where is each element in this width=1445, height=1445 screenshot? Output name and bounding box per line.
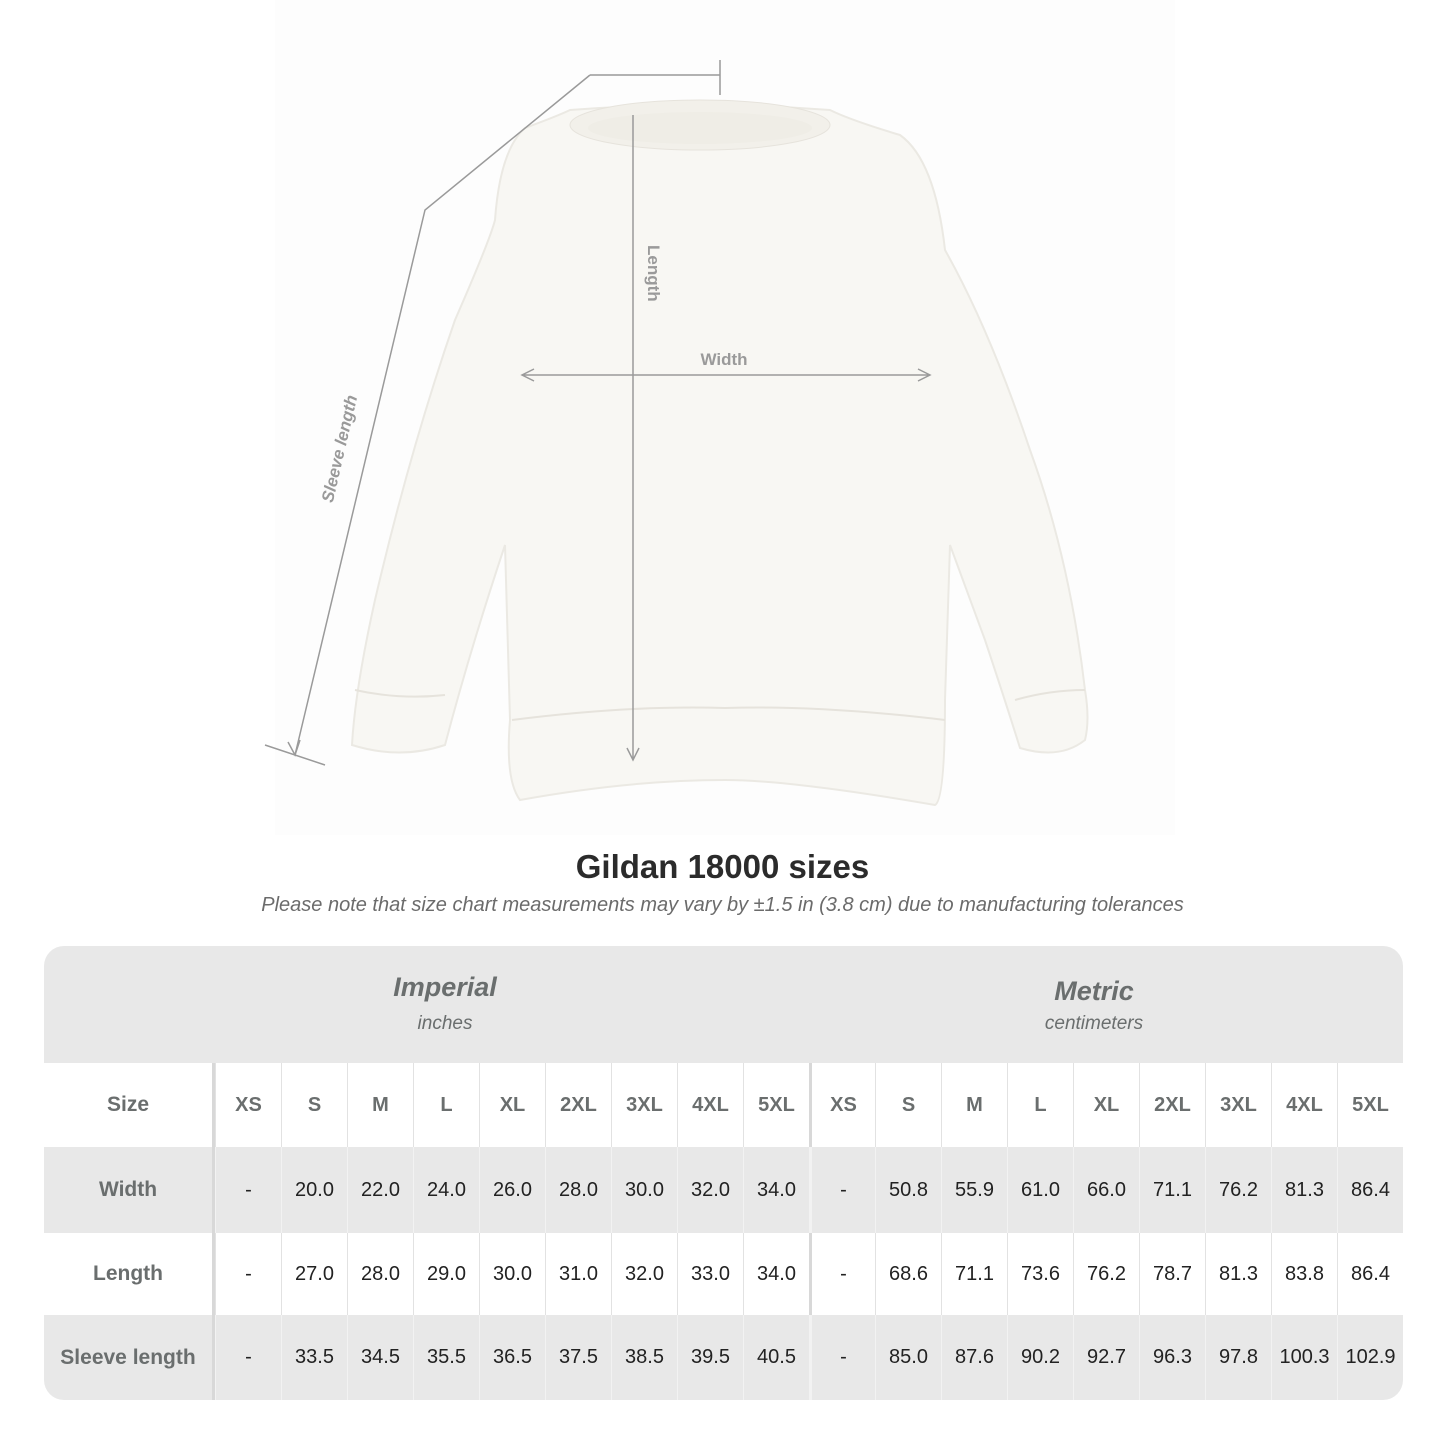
- imperial-title: Imperial: [393, 972, 497, 1002]
- size-table: Imperial inches Metric centimeters Size X…: [44, 946, 1403, 1400]
- value-cell: 33.0: [677, 1233, 743, 1315]
- row-label: Length: [44, 1233, 215, 1315]
- metric-header: Metric centimeters: [864, 976, 1324, 1035]
- value-cell: 30.0: [611, 1147, 677, 1233]
- value-cell: 90.2: [1007, 1315, 1073, 1400]
- value-cell: 32.0: [611, 1233, 677, 1315]
- value-cell: 71.1: [1139, 1147, 1205, 1233]
- size-header-cell: S: [875, 1063, 941, 1147]
- value-cell: 39.5: [677, 1315, 743, 1400]
- size-header-cell: 4XL: [677, 1063, 743, 1147]
- value-cell: 26.0: [479, 1147, 545, 1233]
- size-header-cell: 2XL: [545, 1063, 611, 1147]
- value-cell: 24.0: [413, 1147, 479, 1233]
- unit-header: Imperial inches Metric centimeters: [44, 946, 1403, 1063]
- size-header-cell: M: [941, 1063, 1007, 1147]
- value-cell: 34.5: [347, 1315, 413, 1400]
- value-cell: -: [215, 1233, 281, 1315]
- table-row-sleeve-length: Sleeve length -33.5 34.5 35.5 36.5 37.5 38.5 39…: [44, 1315, 1403, 1400]
- value-cell: 86.4: [1337, 1233, 1403, 1315]
- row-label: Size: [44, 1063, 215, 1147]
- row-label: Sleeve length: [44, 1315, 215, 1400]
- width-label: Width: [700, 350, 747, 369]
- size-header-cell: 4XL: [1271, 1063, 1337, 1147]
- value-cell: 55.9: [941, 1147, 1007, 1233]
- size-header-cell: XL: [479, 1063, 545, 1147]
- value-cell: 33.5: [281, 1315, 347, 1400]
- size-header-cell: XL: [1073, 1063, 1139, 1147]
- value-cell: -: [215, 1315, 281, 1400]
- length-label: Length: [644, 245, 663, 302]
- metric-title: Metric: [1054, 976, 1134, 1006]
- value-cell: -: [809, 1147, 875, 1233]
- value-cell: 83.8: [1271, 1233, 1337, 1315]
- value-cell: 85.0: [875, 1315, 941, 1400]
- value-cell: 30.0: [479, 1233, 545, 1315]
- value-cell: 20.0: [281, 1147, 347, 1233]
- value-cell: 73.6: [1007, 1233, 1073, 1315]
- shoulder-line: [590, 60, 721, 95]
- value-cell: 29.0: [413, 1233, 479, 1315]
- size-header-cell: 2XL: [1139, 1063, 1205, 1147]
- value-cell: 66.0: [1073, 1147, 1139, 1233]
- value-cell: 50.8: [875, 1147, 941, 1233]
- value-cell: 38.5: [611, 1315, 677, 1400]
- value-cell: 40.5: [743, 1315, 809, 1400]
- value-cell: 35.5: [413, 1315, 479, 1400]
- value-cell: 31.0: [545, 1233, 611, 1315]
- row-label: Width: [44, 1147, 215, 1233]
- width-line: [520, 368, 932, 382]
- table-row-length: Length -27.0 28.0 29.0 30.0 31.0 32.0 33.0 34.0-…: [44, 1233, 1403, 1315]
- value-cell: 81.3: [1271, 1147, 1337, 1233]
- value-cell: 34.0: [743, 1147, 809, 1233]
- value-cell: 71.1: [941, 1233, 1007, 1315]
- size-header-row: Size XS S M L XL 2XL 3XL 4XL 5XL XS S M L XL 2XL 3XL 4XL 5…: [44, 1063, 1403, 1147]
- tolerance-note: Please note that size chart measurements…: [261, 894, 1184, 916]
- value-cell: 34.0: [743, 1233, 809, 1315]
- size-header-cell: 3XL: [1205, 1063, 1271, 1147]
- value-cell: 76.2: [1205, 1147, 1271, 1233]
- size-header-cell: 5XL: [1337, 1063, 1403, 1147]
- length-line: [626, 115, 640, 762]
- page-title: Gildan 18000 sizes: [575, 848, 870, 885]
- value-cell: 36.5: [479, 1315, 545, 1400]
- size-header-cell: 3XL: [611, 1063, 677, 1147]
- value-cell: 61.0: [1007, 1147, 1073, 1233]
- value-cell: 97.8: [1205, 1315, 1271, 1400]
- imperial-header: Imperial inches: [215, 972, 675, 1035]
- value-cell: 87.6: [941, 1315, 1007, 1400]
- measurement-lines: [264, 60, 932, 766]
- value-cell: 37.5: [545, 1315, 611, 1400]
- value-cell: 68.6: [875, 1233, 941, 1315]
- value-cell: -: [809, 1233, 875, 1315]
- value-cell: 76.2: [1073, 1233, 1139, 1315]
- size-header-cell: S: [281, 1063, 347, 1147]
- value-cell: 100.3: [1271, 1315, 1337, 1400]
- value-cell: -: [809, 1315, 875, 1400]
- value-cell: 96.3: [1139, 1315, 1205, 1400]
- value-cell: 28.0: [347, 1233, 413, 1315]
- table-row-width: Width -20.0 22.0 24.0 26.0 28.0 30.0 32.0 34.0-5…: [44, 1147, 1403, 1233]
- size-header-cell: L: [1007, 1063, 1073, 1147]
- value-cell: 86.4: [1337, 1147, 1403, 1233]
- size-header-cell: 5XL: [743, 1063, 809, 1147]
- size-header-cell: XS: [809, 1063, 875, 1147]
- sweatshirt-illustration: Length Width Sleeve length: [264, 60, 1089, 807]
- sweatshirt-image: [350, 99, 1089, 807]
- value-cell: -: [215, 1147, 281, 1233]
- value-cell: 27.0: [281, 1233, 347, 1315]
- value-cell: 78.7: [1139, 1233, 1205, 1315]
- size-header-cell: L: [413, 1063, 479, 1147]
- size-header-cell: XS: [215, 1063, 281, 1147]
- value-cell: 32.0: [677, 1147, 743, 1233]
- value-cell: 92.7: [1073, 1315, 1139, 1400]
- value-cell: 102.9: [1337, 1315, 1403, 1400]
- value-cell: 28.0: [545, 1147, 611, 1233]
- size-header-cell: M: [347, 1063, 413, 1147]
- value-cell: 22.0: [347, 1147, 413, 1233]
- value-cell: 81.3: [1205, 1233, 1271, 1315]
- imperial-unit: inches: [417, 1013, 473, 1034]
- metric-unit: centimeters: [1044, 1013, 1144, 1034]
